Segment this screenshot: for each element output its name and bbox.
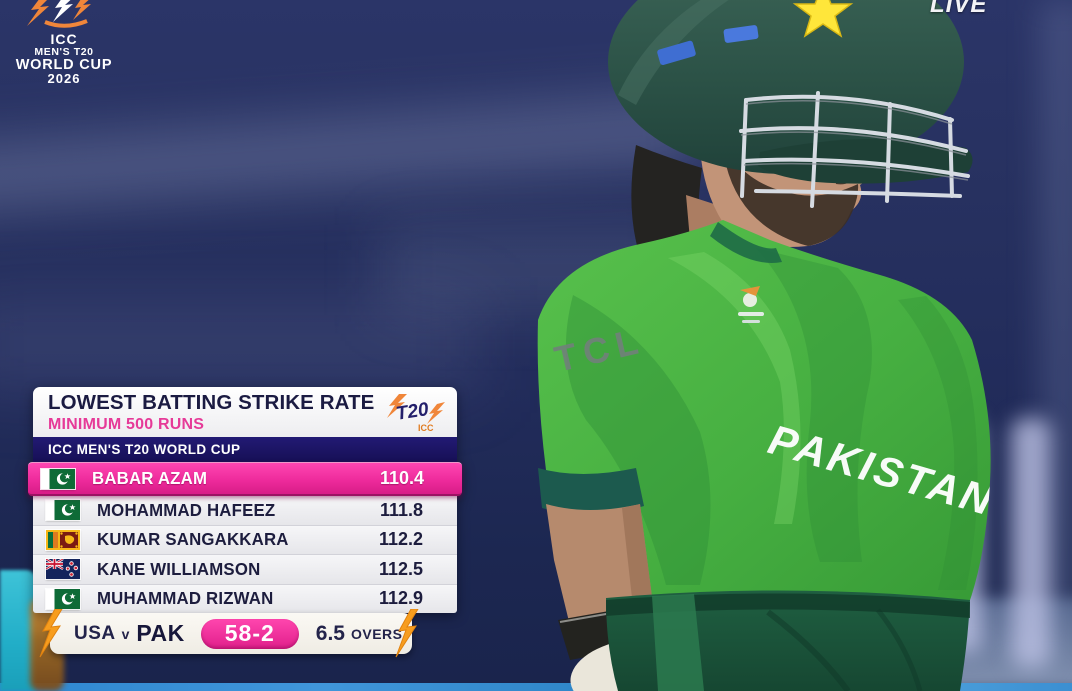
trousers-fold: [766, 609, 851, 691]
score-badge: 58-2: [200, 618, 299, 649]
t20-logo-icon: T20 ICC: [387, 394, 445, 433]
background-pillar: [1011, 418, 1051, 668]
competition-label: ICC MEN'S T20 WORLD CUP: [48, 442, 241, 457]
leaderboard-row: MOHAMMAD HAFEEZ 111.8: [33, 496, 457, 526]
overs-label: OVERS: [350, 625, 403, 642]
helmet-rim-highlight: [618, 0, 729, 105]
player-jersey: [537, 220, 991, 606]
t20-worldcup-mark-icon: [27, 0, 91, 28]
trousers-stripe: [652, 594, 704, 691]
trousers-fold: [876, 608, 923, 691]
helmet-clip: [723, 25, 759, 43]
lightning-bolt-icon: [395, 609, 419, 658]
t20-logo-text: T20: [395, 399, 431, 425]
team2-label: PAK: [136, 620, 185, 646]
trousers-waist-fold: [606, 593, 970, 618]
boundary-led-strip: [0, 683, 1072, 691]
stats-panel: LOWEST BATTING STRIKE RATE MINIMUM 500 R…: [28, 387, 462, 613]
background-light-streak: [0, 300, 480, 390]
strike-rate-value: 110.4: [379, 468, 424, 488]
player-beard: [726, 158, 859, 246]
helmet-star-badge: [792, 0, 854, 38]
helmet-clip: [657, 40, 696, 65]
helmet-grille: [739, 91, 970, 208]
t20-logo-icc-text: ICC: [418, 423, 434, 433]
strike-rate-value: 112.5: [378, 558, 423, 579]
player-name: KUMAR SANGAKKARA: [97, 529, 289, 550]
flag-pakistan-icon: [46, 500, 80, 521]
helmet-grille-shadow: [740, 99, 969, 181]
flag-new-zealand-icon: [46, 559, 80, 580]
versus-label: v: [121, 625, 130, 642]
flag-pakistan-icon: [41, 468, 75, 489]
strike-rate-value: 112.9: [378, 588, 423, 609]
overs-value: 6.5: [315, 621, 345, 645]
logo-year-label: 2026: [47, 71, 81, 86]
batsman-photo: PAKISTAN TCL: [537, 0, 991, 691]
team1-label: USA: [74, 622, 116, 644]
stats-subtitle: MINIMUM 500 RUNS: [48, 416, 205, 433]
stats-title: LOWEST BATTING STRIKE RATE: [48, 391, 375, 414]
jersey-collar: [710, 222, 782, 263]
logo-mens-t20-label: MEN'S T20: [34, 46, 94, 58]
live-indicator: LIVE: [930, 0, 988, 18]
player-name: MOHAMMAD HAFEEZ: [97, 499, 276, 520]
jersey-pattern: [668, 252, 801, 524]
competition-band: ICC MEN'S T20 WORLD CUP: [33, 437, 457, 462]
score-bar: USA v PAK 58-2 6.5 OVERS: [39, 609, 419, 658]
logo-world-cup-label: WORLD CUP: [15, 57, 113, 73]
jersey-pattern: [565, 295, 711, 585]
player-name: MUHAMMAD RIZWAN: [97, 588, 274, 609]
jersey-sleeve-cuff: [538, 468, 644, 515]
flag-pakistan-icon: [46, 588, 80, 609]
leaderboard-row: MUHAMMAD RIZWAN 112.9: [33, 584, 457, 613]
leaderboard-row-highlighted: BABAR AZAM 110.4: [28, 462, 462, 496]
logo-icc-label: ICC: [50, 31, 78, 47]
jersey-crest: [738, 286, 764, 323]
player-name: KANE WILLIAMSON: [97, 558, 261, 579]
player-name: BABAR AZAM: [92, 468, 208, 488]
flag-sri-lanka-icon: [46, 529, 80, 550]
helmet-dome: [608, 0, 964, 174]
lightning-bolt-icon: [39, 609, 63, 658]
leaderboard-row: KANE WILLIAMSON 112.5: [33, 555, 457, 585]
tournament-logo: ICC MEN'S T20 WORLD CUP 2026: [8, 0, 120, 86]
strike-rate-value: 112.2: [378, 529, 423, 550]
stats-panel-header: LOWEST BATTING STRIKE RATE MINIMUM 500 R…: [33, 387, 457, 437]
jersey-pattern: [898, 296, 978, 590]
jersey-pattern: [756, 248, 872, 562]
strike-rate-value: 111.8: [379, 499, 423, 520]
leaderboard-row: KUMAR SANGAKKARA 112.2: [33, 525, 457, 555]
